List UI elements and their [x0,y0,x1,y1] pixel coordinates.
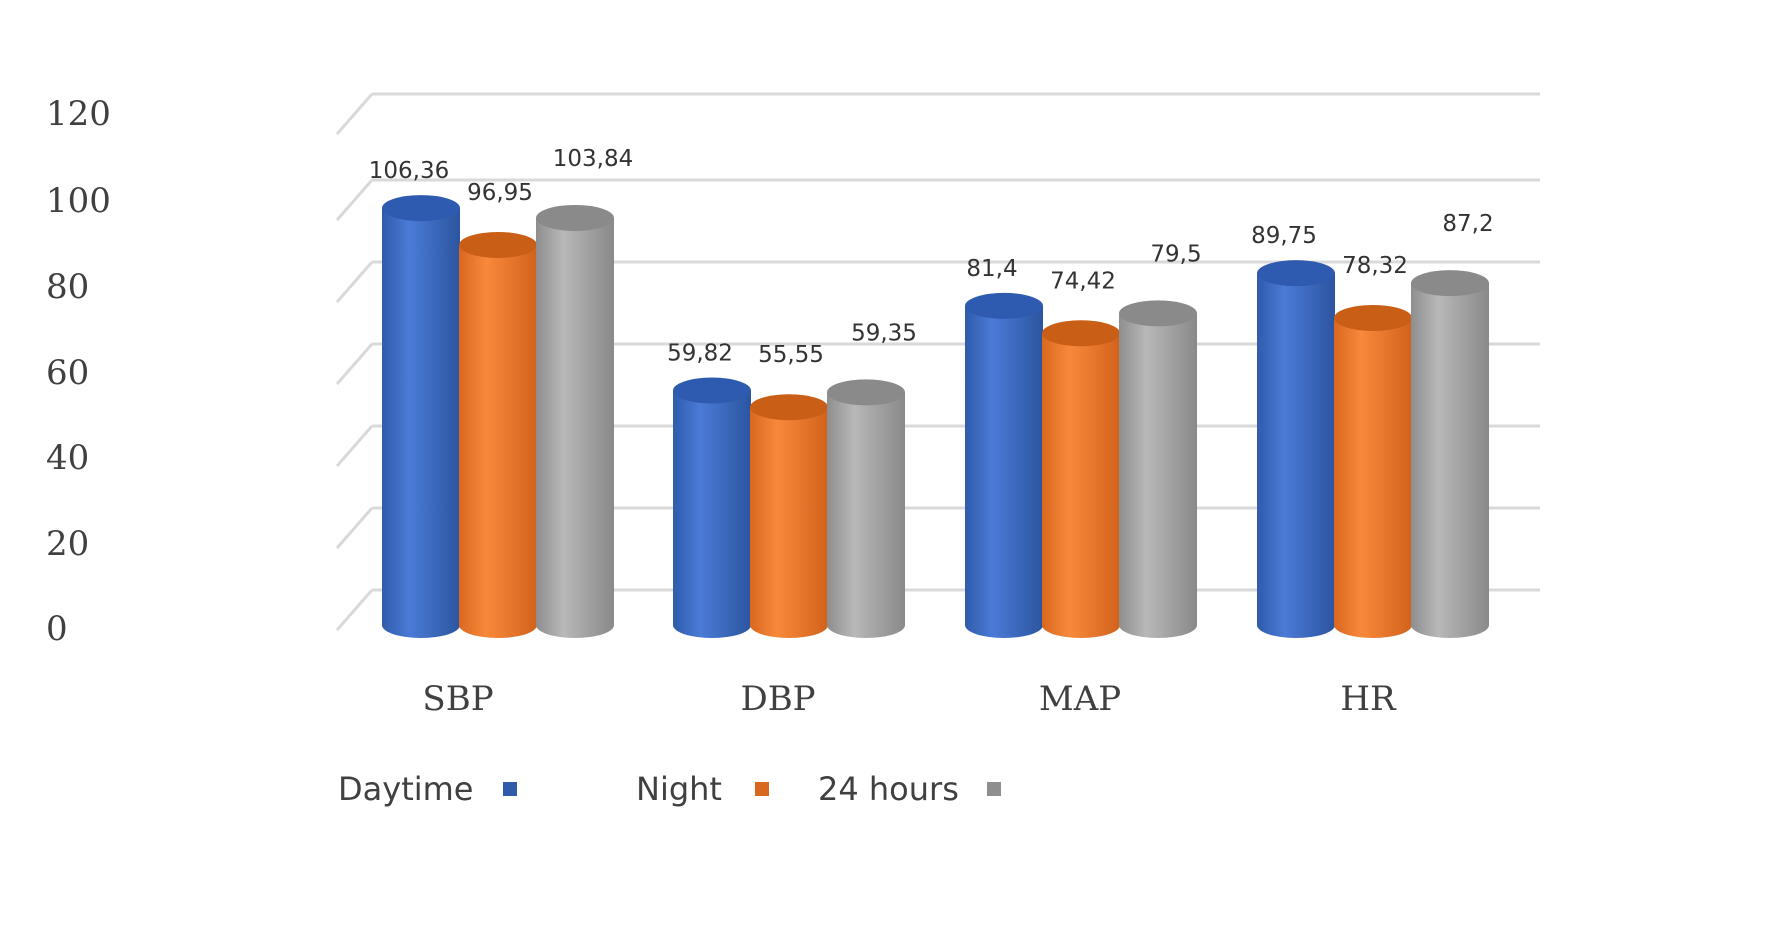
gridline-edge [335,343,374,385]
gridline-edge [335,179,374,221]
bar: 81,4 [965,256,1043,638]
bar-body [1411,283,1489,638]
bars: 106,36 96,95 103,84 59,82 55,55 59,35 81,4 74,4… [369,146,1494,639]
bar: 106,36 [369,158,460,639]
bar-cap [673,377,751,404]
data-label: 59,82 [667,341,733,367]
bar-cap [1119,300,1197,327]
gridline-edge [335,261,374,303]
bar: 59,35 [827,320,917,638]
x-tick-label: SBP [422,679,493,719]
legend-label: Daytime [338,770,473,808]
data-label: 87,2 [1442,211,1493,237]
bar-body [750,407,828,638]
x-tick-label: MAP [1039,679,1121,719]
y-tick-label: 20 [46,524,89,564]
legend-item: 24 hours [818,770,1001,808]
gridline-edge [335,425,374,467]
data-label: 103,84 [553,146,633,172]
bar-body [1042,333,1120,638]
bar-body [459,244,537,638]
data-label: 78,32 [1342,253,1408,279]
bar-cap [827,379,905,406]
legend-swatch [987,782,1001,796]
gridline-edge [335,507,374,549]
bar: 74,42 [1042,268,1120,638]
bar: 59,82 [667,341,751,638]
bar-cap [382,195,460,222]
bar-cap [1334,304,1412,331]
y-tick-label: 100 [46,181,111,221]
bar-body [382,208,460,639]
data-label: 81,4 [966,256,1017,282]
bar: 87,2 [1411,211,1494,638]
bar-cap [1411,270,1489,297]
gridline-edge [335,93,374,135]
y-tick-label: 40 [46,438,89,478]
data-label: 59,35 [851,320,917,346]
bar: 89,75 [1251,223,1335,638]
data-label: 89,75 [1251,223,1317,249]
x-axis-ticks: SBP DBP MAP HR [422,679,1397,719]
gridline-edge [335,589,374,631]
legend-swatch [755,782,769,796]
bar-body [1257,273,1335,638]
bar-body [965,305,1043,638]
bar-cap [536,204,614,231]
data-label: 96,95 [467,180,533,206]
x-tick-label: DBP [740,679,815,719]
bar-body [536,217,614,638]
y-axis-ticks: 0 20 40 60 80 100 120 [46,94,111,649]
y-tick-label: 80 [46,267,89,307]
legend-item: Night [636,770,769,808]
bar-cap [1257,260,1335,287]
bar-body [1119,313,1197,638]
bar-cap [750,394,828,421]
data-label: 55,55 [758,342,824,368]
legend-label: 24 hours [818,770,959,808]
bar: 79,5 [1119,241,1202,638]
y-tick-label: 60 [46,353,89,393]
data-label: 74,42 [1050,268,1116,294]
bar: 78,32 [1334,253,1412,638]
y-tick-label: 120 [46,94,111,134]
bar: 55,55 [750,342,828,638]
bar-cap [1042,320,1120,347]
legend-label: Night [636,770,722,808]
x-tick-label: HR [1340,679,1397,719]
y-tick-label: 0 [46,609,68,649]
bar-cap [965,292,1043,319]
legend: Daytime Night 24 hours [338,770,1001,808]
bar: 96,95 [459,180,537,638]
data-label: 79,5 [1150,241,1201,267]
bar-cap [459,231,537,258]
legend-item: Daytime [338,770,517,808]
bar-body [1334,317,1412,638]
bar: 103,84 [536,146,633,638]
bar-body [827,392,905,638]
legend-swatch [503,782,517,796]
data-label: 106,36 [369,158,449,184]
bar-body [673,390,751,638]
